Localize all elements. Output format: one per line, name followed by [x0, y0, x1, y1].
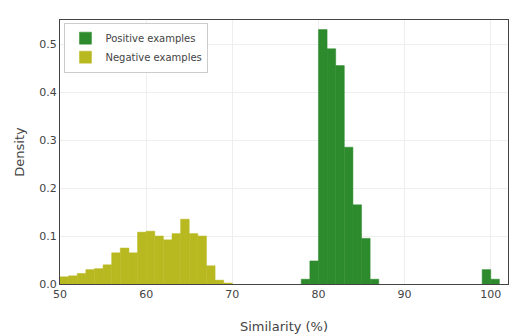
svg-text:Negative examples: Negative examples	[105, 52, 201, 63]
svg-text:0.1: 0.1	[39, 230, 57, 243]
svg-text:90: 90	[398, 288, 412, 301]
svg-text:0.0: 0.0	[39, 278, 57, 291]
svg-text:50: 50	[53, 288, 67, 301]
svg-text:0.2: 0.2	[39, 182, 57, 195]
svg-text:Positive examples: Positive examples	[105, 33, 195, 44]
svg-text:60: 60	[139, 288, 153, 301]
svg-text:0.3: 0.3	[39, 134, 57, 147]
svg-text:Density: Density	[12, 127, 27, 177]
svg-text:0.4: 0.4	[39, 86, 57, 99]
svg-text:Similarity (%): Similarity (%)	[240, 319, 328, 334]
svg-text:80: 80	[311, 288, 325, 301]
svg-text:70: 70	[225, 288, 239, 301]
svg-text:100: 100	[480, 288, 501, 301]
svg-text:0.5: 0.5	[39, 38, 57, 51]
